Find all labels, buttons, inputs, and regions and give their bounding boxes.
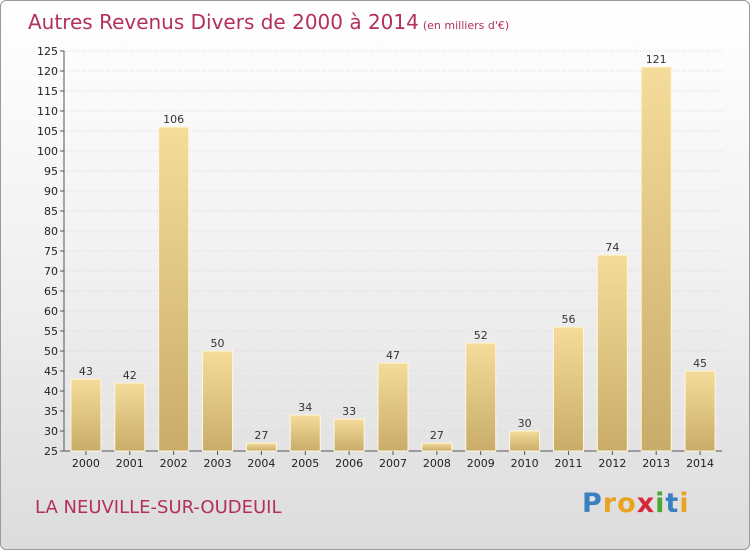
chart-unit: (en milliers d'€)	[422, 19, 510, 32]
bar-value-label: 106	[163, 113, 184, 126]
y-tick-label: 50	[44, 345, 58, 358]
bar	[552, 326, 584, 452]
y-tick-label: 115	[37, 85, 58, 98]
logo-letter: r	[602, 488, 618, 519]
y-tick-label: 120	[37, 65, 58, 78]
logo-letter: o	[617, 488, 637, 519]
x-tick-label: 2013	[642, 457, 670, 470]
bar	[640, 66, 672, 452]
bar-value-label: 33	[342, 405, 356, 418]
bar	[596, 254, 628, 452]
bar-value-label: 42	[123, 369, 137, 382]
bar	[70, 378, 102, 452]
bar	[465, 342, 497, 452]
y-tick-label: 80	[44, 225, 58, 238]
bar	[509, 430, 541, 452]
proxiti-logo[interactable]: Proxiti	[582, 488, 690, 519]
y-tick-label: 125	[37, 45, 58, 58]
bar	[202, 350, 234, 452]
logo-letter: P	[582, 488, 603, 519]
bar-value-label: 52	[474, 329, 488, 342]
bar-value-label: 47	[386, 349, 400, 362]
bar	[289, 414, 321, 452]
x-tick-label: 2008	[423, 457, 451, 470]
x-tick-label: 2004	[247, 457, 275, 470]
bar	[114, 382, 146, 452]
commune-name: LA NEUVILLE-SUR-OUDEUIL	[35, 497, 282, 518]
chart-title-text: Autres Revenus Divers de 2000 à 2014	[28, 10, 419, 34]
y-tick-label: 100	[37, 145, 58, 158]
y-tick-label: 110	[37, 105, 58, 118]
bar-value-label: 30	[518, 417, 532, 430]
x-tick-label: 2002	[160, 457, 188, 470]
bar	[245, 442, 277, 452]
bar	[377, 362, 409, 452]
bar-value-label: 56	[561, 313, 575, 326]
bar	[333, 418, 365, 452]
logo-letter: t	[665, 488, 680, 519]
y-tick-label: 25	[44, 445, 58, 458]
bar-value-label: 27	[254, 429, 268, 442]
y-tick-label: 105	[37, 125, 58, 138]
bar-value-label: 34	[298, 401, 312, 414]
y-tick-label: 75	[44, 245, 58, 258]
logo-letter: i	[655, 488, 666, 519]
y-tick-label: 60	[44, 305, 58, 318]
y-tick-label: 65	[44, 285, 58, 298]
x-tick-label: 2003	[204, 457, 232, 470]
bar-value-label: 121	[646, 53, 667, 66]
x-tick-label: 2012	[598, 457, 626, 470]
bar-value-label: 43	[79, 365, 93, 378]
bar-value-label: 74	[605, 241, 619, 254]
x-tick-label: 2011	[554, 457, 582, 470]
x-tick-label: 2006	[335, 457, 363, 470]
y-tick-label: 40	[44, 385, 58, 398]
bar-value-label: 50	[211, 337, 225, 350]
y-tick-label: 55	[44, 325, 58, 338]
x-tick-label: 2009	[467, 457, 495, 470]
logo-letter: i	[679, 488, 690, 519]
y-tick-label: 70	[44, 265, 58, 278]
x-tick-label: 2005	[291, 457, 319, 470]
y-tick-label: 35	[44, 405, 58, 418]
x-tick-label: 2010	[511, 457, 539, 470]
bar	[684, 370, 716, 452]
chart-title: Autres Revenus Divers de 2000 à 2014 (en …	[28, 10, 509, 34]
bar-value-label: 45	[693, 357, 707, 370]
bar-value-label: 27	[430, 429, 444, 442]
y-tick-label: 90	[44, 185, 58, 198]
x-tick-label: 2000	[72, 457, 100, 470]
x-tick-label: 2007	[379, 457, 407, 470]
x-tick-label: 2014	[686, 457, 714, 470]
bar	[158, 126, 190, 452]
y-tick-label: 85	[44, 205, 58, 218]
y-tick-label: 30	[44, 425, 58, 438]
x-tick-label: 2001	[116, 457, 144, 470]
logo-letter: x	[636, 488, 656, 519]
y-tick-label: 95	[44, 165, 58, 178]
bar	[421, 442, 453, 452]
y-tick-label: 45	[44, 365, 58, 378]
